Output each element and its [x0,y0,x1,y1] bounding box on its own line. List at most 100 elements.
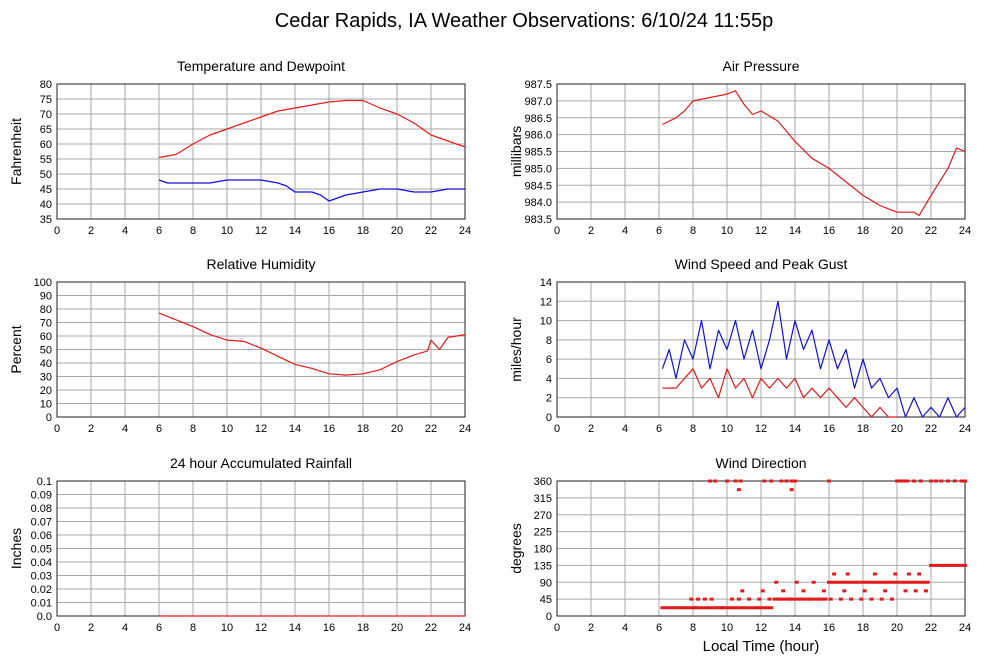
data-point [859,597,864,601]
data-point [787,597,792,601]
y-tick-label: 20 [40,385,52,397]
x-tick-label: 10 [221,225,233,237]
data-point [711,606,716,610]
data-point [934,479,939,483]
data-point [779,479,784,483]
data-point [748,606,753,610]
y-tick-label: 0.05 [31,544,52,556]
data-point [942,563,947,567]
data-point [709,597,714,601]
data-point [881,580,886,584]
data-point [883,589,888,593]
x-tick-label: 24 [959,225,971,237]
data-point [929,563,933,567]
x-tick-label: 20 [891,225,903,237]
y-axis-label: Inches [8,528,24,569]
data-point [811,580,816,584]
data-point [752,606,757,610]
x-tick-label: 8 [190,423,196,435]
y-tick-label: 315 [534,493,552,505]
x-tick-label: 2 [588,622,594,634]
x-tick-label: 0 [554,225,560,237]
data-point [854,580,859,584]
x-tick-label: 16 [823,622,835,634]
data-point [918,479,923,483]
x-tick-label: 8 [190,225,196,237]
data-point [728,606,733,610]
data-point [730,597,735,601]
data-point [850,580,855,584]
x-tick-label: 10 [721,423,733,435]
data-point [704,606,709,610]
data-point [818,597,823,601]
data-point [769,606,774,610]
x-tick-label: 14 [289,423,301,435]
y-tick-label: 985.0 [524,163,552,175]
data-point [808,597,813,601]
y-tick-label: 0.04 [31,557,52,569]
chart-title: 24 hour Accumulated Rainfall [170,455,352,471]
x-tick-label: 22 [425,225,437,237]
x-tick-label: 14 [289,225,301,237]
data-point [879,597,884,601]
x-tick-label: 10 [221,423,233,435]
data-point [747,597,752,601]
data-point [925,580,930,584]
data-point [781,589,786,593]
x-tick-label: 4 [122,423,128,435]
data-point [845,572,850,576]
y-tick-label: 50 [40,345,52,357]
data-point [677,606,682,610]
x-tick-label: 8 [690,423,696,435]
data-point [833,580,838,584]
data-point [759,606,763,610]
x-tick-label: 14 [789,225,801,237]
data-point [813,597,818,601]
y-tick-label: 0.02 [31,584,52,596]
data-point [827,479,831,483]
data-point [733,479,738,483]
data-point [719,606,724,610]
y-tick-label: 70 [40,109,52,121]
x-tick-label: 0 [554,622,560,634]
x-tick-label: 22 [425,423,437,435]
y-tick-label: 360 [534,476,552,488]
y-tick-label: 0.07 [31,517,52,529]
y-tick-label: 12 [540,296,552,308]
x-tick-label: 18 [357,225,369,237]
data-point [777,597,782,601]
x-tick-label: 6 [656,622,662,634]
data-point [946,479,950,483]
data-point [663,606,668,610]
y-tick-label: 983.5 [524,214,552,226]
x-tick-label: 16 [823,423,835,435]
y-tick-label: 30 [40,372,52,384]
x-tick-label: 18 [357,622,369,634]
data-point [939,563,944,567]
y-tick-label: 984.5 [524,180,552,192]
x-tick-label: 0 [54,225,60,237]
data-point [725,479,729,483]
y-tick-label: 80 [40,79,52,91]
data-point [697,606,702,610]
data-point [772,597,777,601]
y-tick-label: 0.09 [31,490,52,502]
x-tick-label: 16 [323,622,335,634]
data-point [765,606,770,610]
x-tick-label: 16 [323,225,335,237]
data-point [838,597,843,601]
x-tick-label: 24 [459,622,471,634]
x-axis-label: Local Time (hour) [703,638,820,655]
data-point [903,589,908,593]
series-line-blue [158,179,465,202]
data-point [898,580,903,584]
data-point [660,606,665,610]
x-tick-label: 24 [959,622,971,634]
data-point [912,479,916,483]
y-tick-label: 985.5 [524,147,552,159]
data-point [738,606,743,610]
data-point [714,606,719,610]
data-point [889,597,894,601]
